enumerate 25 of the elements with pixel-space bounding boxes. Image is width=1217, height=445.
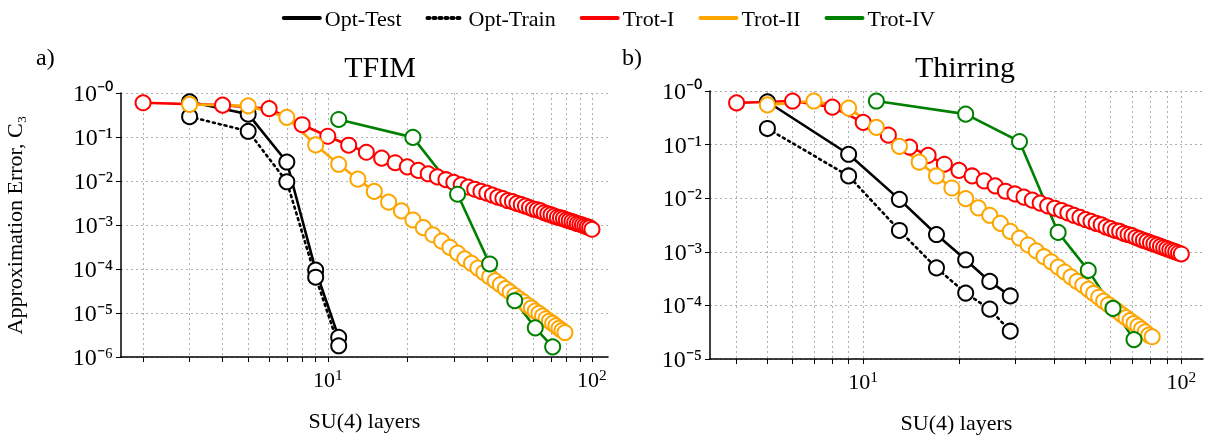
legend-label: Trot-IV — [867, 5, 936, 31]
legend-label: Opt-Test — [324, 5, 402, 31]
y-tick-label: 10⁻³ — [73, 212, 113, 238]
chart-title: Thirring — [915, 49, 1015, 83]
legend-label: Trot-II — [741, 5, 801, 31]
y-tick-label: 10⁻⁴ — [661, 292, 702, 319]
y-tick-label: 10⁻⁴ — [72, 256, 113, 282]
y-tick-label: 10⁻⁶ — [72, 344, 113, 370]
x-axis-title: SU(4) layers — [900, 409, 1013, 435]
x-axis-title: SU(4) layers — [308, 407, 421, 433]
legend-label: Opt-Train — [468, 5, 556, 31]
y-tick-label: 10⁻¹ — [662, 131, 702, 158]
y-tick-label: 10⁻⁵ — [661, 346, 702, 372]
chart-title: TFIM — [344, 49, 416, 83]
y-tick-label: 10⁻⁰ — [73, 80, 113, 106]
y-axis-title: Approximation Error, C₃ — [1, 115, 27, 335]
y-tick-label: 10⁻⁰ — [662, 78, 702, 104]
y-tick-label: 10⁻⁵ — [72, 300, 113, 326]
y-tick-label: 10⁻² — [73, 168, 113, 194]
text: b) — [622, 44, 642, 70]
text: a) — [36, 44, 55, 70]
y-tick-label: 10⁻³ — [662, 238, 702, 265]
y-tick-label: 10⁻² — [662, 185, 702, 212]
legend-label: Trot-I — [622, 5, 675, 31]
y-tick-label: 10⁻¹ — [73, 124, 113, 150]
